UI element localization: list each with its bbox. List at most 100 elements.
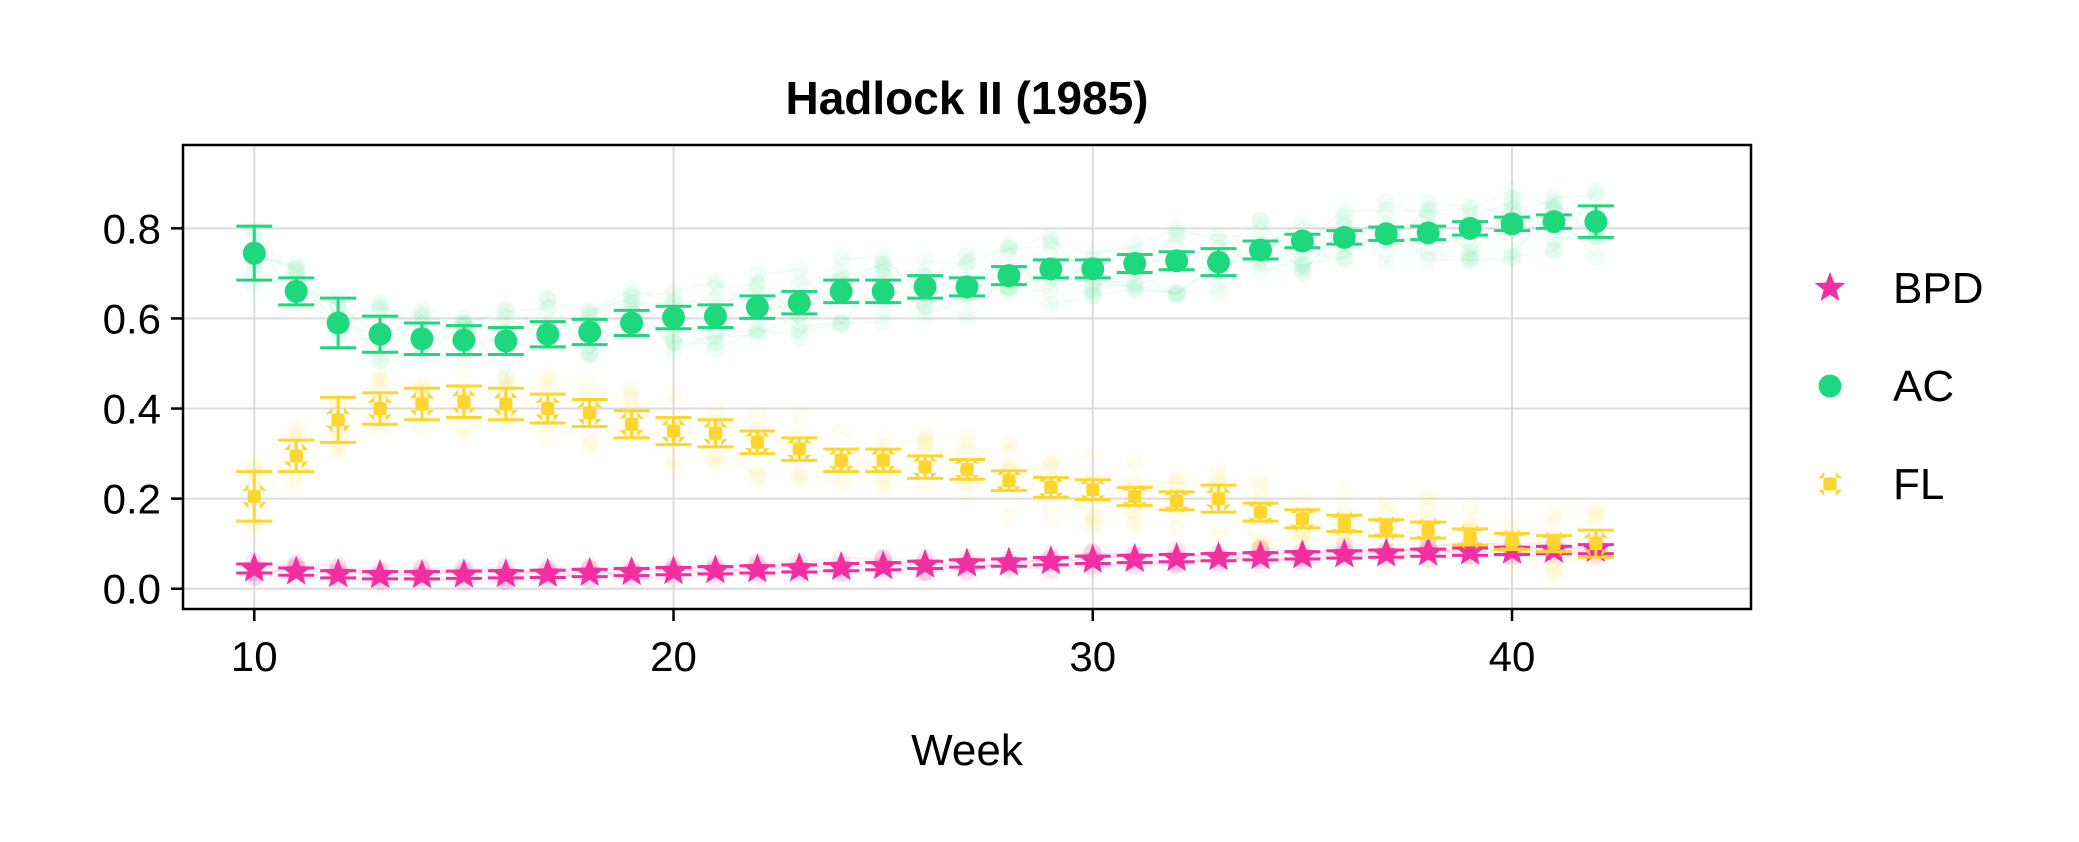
background-point <box>748 276 767 295</box>
data-point <box>536 322 560 346</box>
legend-item-bpd: BPD <box>1814 264 1983 313</box>
background-point <box>538 415 557 434</box>
background-point <box>1419 501 1438 520</box>
x-tick-label: 30 <box>1069 633 1116 680</box>
background-point <box>1083 275 1102 294</box>
data-point <box>662 306 686 330</box>
data-point <box>825 551 857 581</box>
data-point <box>1454 535 1486 565</box>
data-point <box>574 556 605 586</box>
background-point <box>832 249 851 268</box>
x-tick-label: 20 <box>650 633 697 680</box>
background-point <box>1544 508 1563 527</box>
background-point <box>748 274 767 293</box>
background-trace <box>254 200 1597 357</box>
background-point <box>664 332 683 351</box>
background-point <box>1335 249 1354 268</box>
data-point <box>1038 475 1064 500</box>
background-point <box>1293 250 1312 269</box>
background-point <box>1083 286 1102 305</box>
background-point <box>1544 193 1563 212</box>
background-point <box>1041 237 1060 256</box>
background-point <box>999 435 1018 454</box>
data-point <box>410 327 434 351</box>
background-point <box>706 399 725 418</box>
background-point <box>832 315 851 334</box>
data-point <box>1416 221 1440 245</box>
background-point <box>832 471 851 490</box>
data-point <box>1248 238 1272 262</box>
background-point <box>1544 188 1563 207</box>
background-point <box>748 321 767 340</box>
data-point <box>280 555 312 585</box>
legend: BPD AC FL <box>1814 264 1983 509</box>
background-point <box>538 379 557 398</box>
legend-marker <box>1818 374 1842 398</box>
background-point <box>999 236 1018 255</box>
background-point <box>916 305 935 324</box>
background-point <box>1293 525 1312 544</box>
data-point <box>1457 524 1483 550</box>
background-point <box>496 299 515 318</box>
background-point <box>790 322 809 341</box>
background-point <box>1209 460 1228 479</box>
data-point <box>745 295 769 319</box>
background-point <box>287 255 306 274</box>
legend-item-fl: FL <box>1817 460 1944 509</box>
background-point <box>538 299 557 318</box>
background-point <box>580 434 599 453</box>
data-point <box>1412 536 1444 566</box>
background-point <box>874 259 893 278</box>
background-point <box>958 492 976 511</box>
data-point <box>1039 257 1063 281</box>
series-ac <box>236 204 1614 356</box>
data-point <box>787 436 812 462</box>
background-point <box>1335 249 1354 268</box>
background-point <box>1293 264 1312 283</box>
background-point <box>748 320 767 339</box>
data-point <box>578 320 602 344</box>
data-point <box>700 554 731 584</box>
background-point <box>748 325 767 344</box>
data-point <box>954 457 980 482</box>
data-point <box>616 556 647 586</box>
background-point <box>1461 251 1480 270</box>
axis-ticks: 10 20 30 40 0.0 0.2 0.4 0.6 0.8 <box>103 205 1536 680</box>
y-tick-label: 0.2 <box>103 476 161 523</box>
background-point <box>329 435 348 454</box>
data-point <box>1123 251 1147 275</box>
legend-marker <box>1817 471 1843 497</box>
y-tick-label: 0.8 <box>103 205 161 252</box>
data-point <box>1207 250 1231 274</box>
background-point <box>454 422 473 441</box>
background-point <box>958 255 976 274</box>
plot-frame <box>181 143 1753 611</box>
background-point <box>706 278 725 297</box>
data-point <box>1122 484 1147 509</box>
background-point <box>538 369 557 388</box>
background-point <box>1125 515 1144 534</box>
data-point <box>284 279 308 303</box>
data-point <box>409 391 435 417</box>
x-tick-label: 40 <box>1489 633 1536 680</box>
background-point <box>1167 286 1186 305</box>
background-point <box>1293 486 1312 505</box>
background-point <box>748 265 767 284</box>
background-point <box>958 472 976 491</box>
background-trace <box>253 188 1597 379</box>
background-point <box>1083 509 1102 528</box>
background-trace <box>253 394 1596 565</box>
background-point <box>916 438 935 457</box>
background-trace <box>253 378 1597 572</box>
background-point <box>496 309 515 328</box>
background-point <box>706 328 725 347</box>
background-point <box>287 259 306 278</box>
background-point <box>1209 283 1228 302</box>
background-point <box>1461 237 1480 256</box>
background-point <box>664 341 683 360</box>
background-point <box>1041 232 1060 251</box>
background-point <box>245 454 264 473</box>
background-point <box>916 429 935 448</box>
background-point <box>748 468 767 487</box>
data-point <box>493 391 519 417</box>
